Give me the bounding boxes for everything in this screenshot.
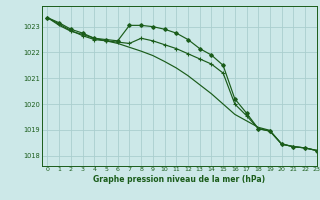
X-axis label: Graphe pression niveau de la mer (hPa): Graphe pression niveau de la mer (hPa) — [93, 175, 265, 184]
